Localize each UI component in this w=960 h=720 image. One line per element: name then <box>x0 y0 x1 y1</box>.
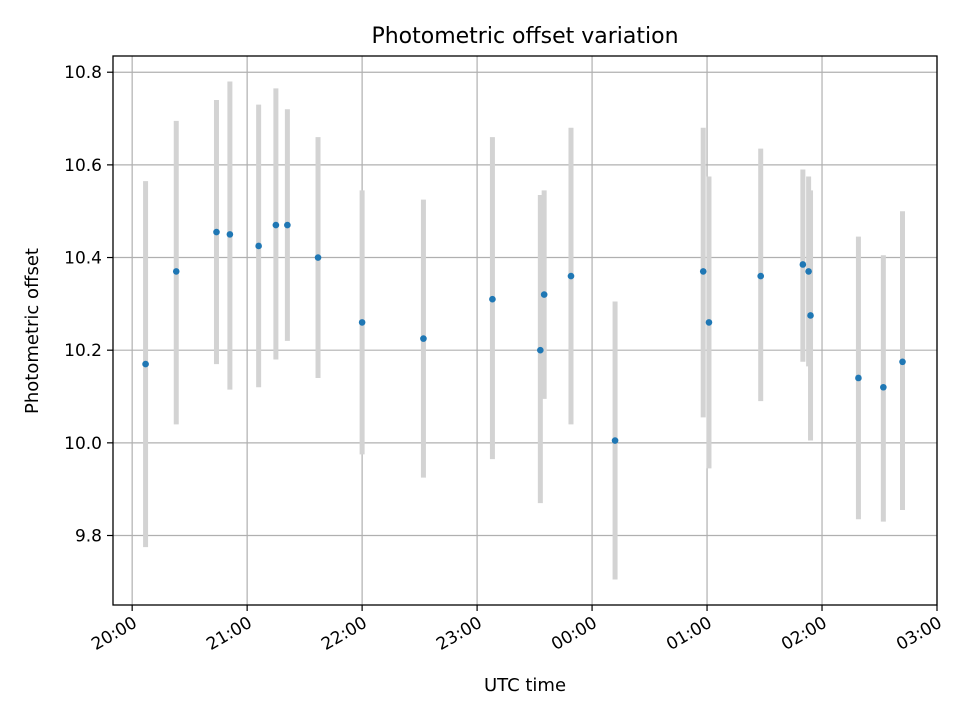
y-tick-label: 10.6 <box>64 156 102 176</box>
plot-frame <box>112 55 938 606</box>
data-point <box>699 268 707 275</box>
data-point <box>489 295 496 303</box>
data-point <box>272 221 280 229</box>
data-point <box>420 335 427 342</box>
x-tick-label: 03:00 <box>893 613 945 655</box>
data-point <box>284 221 291 229</box>
data-points <box>142 221 906 444</box>
data-point <box>142 360 149 368</box>
data-point <box>172 268 180 275</box>
x-tick-label: 01:00 <box>663 613 715 655</box>
y-tick-label: 10.4 <box>64 249 102 269</box>
data-point <box>226 231 234 238</box>
data-point <box>807 312 814 319</box>
data-point <box>799 261 807 268</box>
data-point <box>537 346 544 354</box>
data-point <box>540 291 548 298</box>
data-point <box>358 319 366 326</box>
data-point <box>880 383 887 391</box>
data-point <box>314 254 322 261</box>
x-tick-label: 02:00 <box>778 613 830 655</box>
x-tick-label: 20:00 <box>88 613 140 655</box>
data-point <box>255 242 262 250</box>
y-axis-label: Photometric offset <box>22 248 43 414</box>
x-tick-label: 21:00 <box>203 613 255 655</box>
data-point <box>213 228 220 236</box>
data-point <box>805 268 812 275</box>
data-point <box>757 272 765 280</box>
chart-title: Photometric offset variation <box>371 24 678 49</box>
data-point <box>567 272 575 280</box>
data-point <box>899 358 906 366</box>
data-point <box>705 319 713 326</box>
y-tick-label: 10.0 <box>64 434 102 454</box>
data-point <box>855 374 862 382</box>
y-tick-label: 10.2 <box>64 341 102 361</box>
x-axis-label: UTC time <box>484 675 566 696</box>
y-tick-label: 10.8 <box>64 63 102 83</box>
data-point <box>611 437 619 444</box>
x-tick-label: 22:00 <box>318 613 370 655</box>
grid-lines <box>113 56 938 605</box>
error-bars <box>143 81 906 580</box>
y-tick-label: 9.8 <box>75 527 102 547</box>
x-tick-label: 00:00 <box>548 613 600 655</box>
x-tick-label: 23:00 <box>433 613 485 655</box>
x-axis-ticks: 20:00 21:00 22:00 23:00 00:00 01:00 02:00 03:00 <box>88 605 946 655</box>
y-axis-ticks: 9.8 10.0 10.2 10.4 10.6 10.8 <box>64 63 113 547</box>
